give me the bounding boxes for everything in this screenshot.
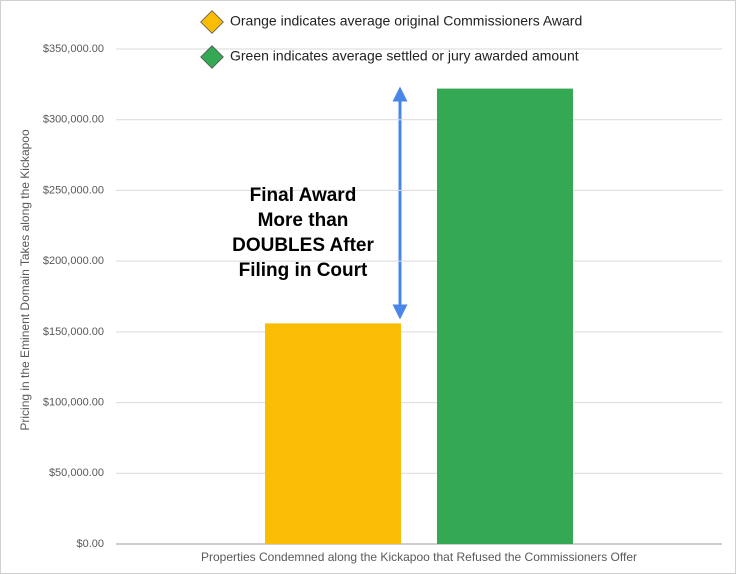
annotation: DOUBLES After bbox=[232, 235, 374, 256]
y-tick-label: $150,000.00 bbox=[43, 326, 104, 338]
y-tick-label: $200,000.00 bbox=[43, 255, 104, 267]
y-tick-label: $50,000.00 bbox=[49, 467, 104, 479]
y-axis-title: Pricing in the Eminent Domain Takes alon… bbox=[18, 129, 32, 431]
y-tick-label: $250,000.00 bbox=[43, 184, 104, 196]
legend-marker bbox=[200, 10, 224, 34]
legend-label: Orange indicates average original Commis… bbox=[230, 13, 582, 29]
bar bbox=[265, 323, 401, 544]
legend-marker bbox=[200, 45, 224, 69]
annotation: Filing in Court bbox=[239, 260, 368, 281]
annotation: More than bbox=[258, 210, 349, 231]
annotation: Final Award bbox=[250, 185, 357, 206]
y-tick-label: $100,000.00 bbox=[43, 396, 104, 408]
bar bbox=[437, 88, 573, 544]
y-tick-label: $300,000.00 bbox=[43, 114, 104, 126]
x-axis-title: Properties Condemned along the Kickapoo … bbox=[201, 550, 637, 564]
y-tick-label: $350,000.00 bbox=[43, 43, 104, 55]
legend-label: Green indicates average settled or jury … bbox=[230, 48, 579, 64]
y-tick-label: $0.00 bbox=[76, 538, 104, 550]
